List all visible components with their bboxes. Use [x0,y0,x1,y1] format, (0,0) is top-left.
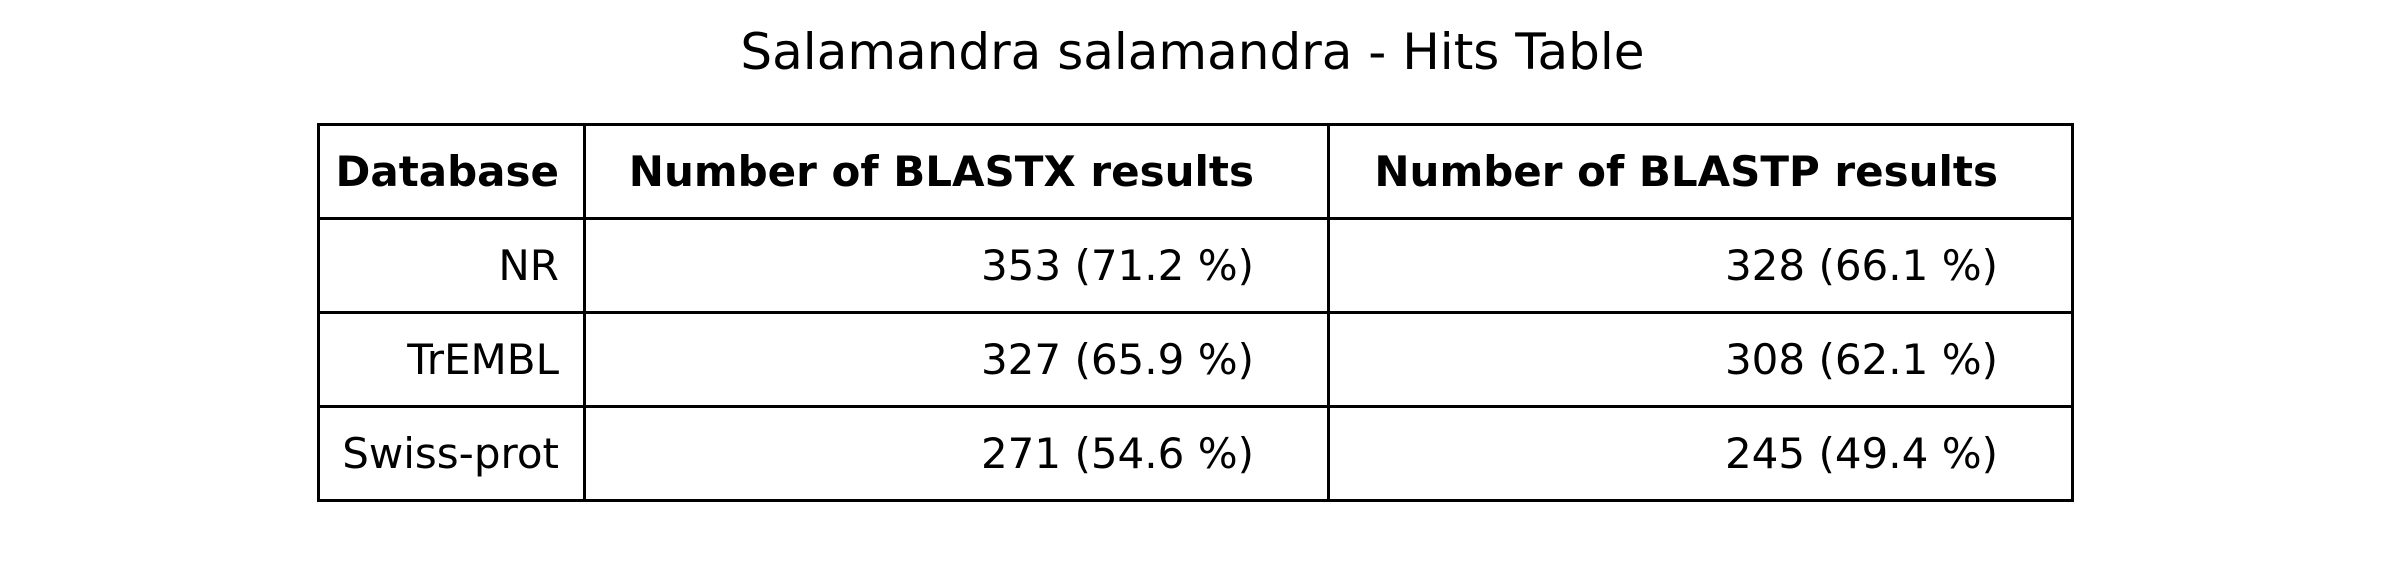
table-header-row: Database Number of BLASTX results Number… [317,123,2074,220]
database-cell: NR [317,217,586,314]
blastx-cell: 271 (54.6 %) [583,405,1330,502]
blastx-cell: 353 (71.2 %) [583,217,1330,314]
table-row: Swiss-prot 271 (54.6 %) 245 (49.4 %) [317,405,2074,502]
table-title: Salamandra salamandra - Hits Table [740,23,1645,81]
table-row: NR 353 (71.2 %) 328 (66.1 %) [317,217,2074,314]
blastp-cell: 245 (49.4 %) [1327,405,2074,502]
table-row: TrEMBL 327 (65.9 %) 308 (62.1 %) [317,311,2074,408]
blastx-cell: 327 (65.9 %) [583,311,1330,408]
hits-table: Database Number of BLASTX results Number… [317,123,2074,502]
blastp-cell: 328 (66.1 %) [1327,217,2074,314]
database-cell: TrEMBL [317,311,586,408]
blastp-cell: 308 (62.1 %) [1327,311,2074,408]
database-cell: Swiss-prot [317,405,586,502]
column-header-blastp: Number of BLASTP results [1327,123,2074,220]
column-header-blastx: Number of BLASTX results [583,123,1330,220]
column-header-database: Database [317,123,586,220]
